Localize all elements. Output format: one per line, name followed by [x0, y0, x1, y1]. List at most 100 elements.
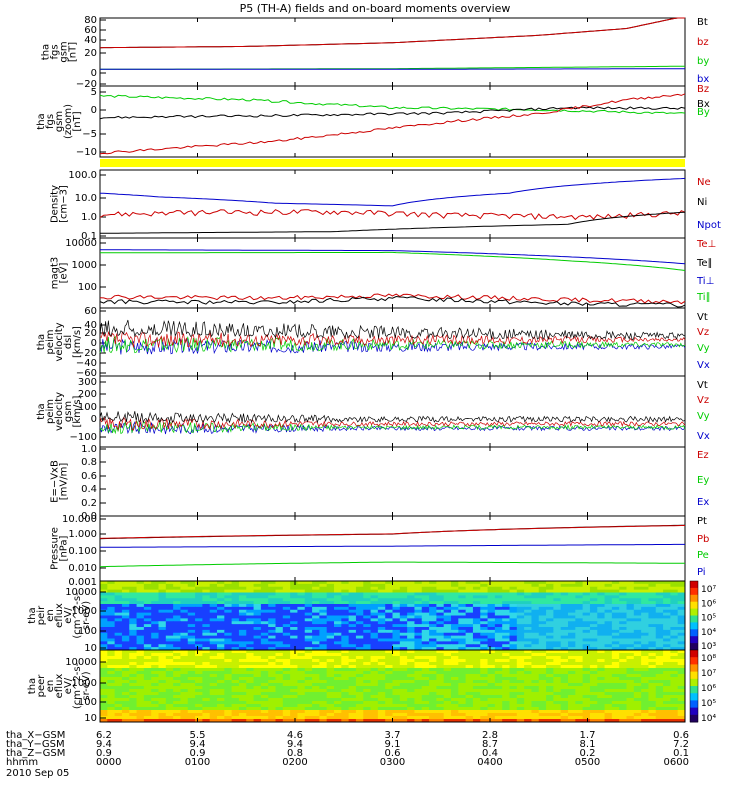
spectrogram-cell	[151, 701, 159, 705]
spectrogram-cell	[268, 647, 276, 651]
spectrogram-cell	[421, 601, 430, 605]
spectrogram-cell	[129, 704, 138, 708]
spectrogram-cell	[480, 615, 489, 619]
spectrogram-cell	[151, 683, 159, 687]
spectrogram-cell	[121, 692, 130, 696]
spectrogram-cell	[472, 677, 481, 681]
spectrogram-cell	[319, 701, 328, 705]
legend-entry: Pt	[697, 516, 707, 527]
spectrogram-cell	[568, 627, 576, 631]
spectrogram-cell	[165, 609, 174, 614]
spectrogram-cell	[385, 586, 393, 591]
spectrogram-cell	[114, 674, 123, 678]
spectrogram-cell	[217, 710, 225, 714]
x-axis-value: 0000	[96, 757, 121, 768]
spectrogram-cell	[202, 635, 211, 639]
spectrogram-cell	[472, 704, 481, 708]
spectrogram-cell	[114, 647, 123, 651]
spectrogram-cell	[260, 609, 269, 614]
spectrogram-cell	[641, 710, 649, 714]
spectrogram-cell	[129, 621, 138, 625]
spectrogram-cell	[363, 621, 372, 625]
spectrogram-cell	[202, 707, 211, 711]
spectrogram-cell	[494, 609, 503, 614]
spectrogram-cell	[107, 674, 116, 678]
spectrogram-cell	[165, 659, 174, 663]
spectrogram-cell	[136, 677, 145, 681]
spectrogram-cell	[202, 592, 211, 596]
spectrogram-cell	[385, 635, 393, 639]
spectrogram-cell	[538, 644, 547, 648]
y-tick-label: 10	[84, 713, 97, 724]
spectrogram-cell	[195, 692, 203, 696]
spectrogram-cell	[641, 716, 649, 720]
spectrogram-cell	[472, 606, 481, 611]
spectrogram-cell	[143, 609, 152, 614]
spectrogram-cell	[568, 598, 576, 602]
spectrogram-cell	[290, 653, 298, 657]
spectrogram-cell	[260, 615, 269, 619]
spectrogram-cell	[633, 644, 642, 648]
spectrogram-cell	[260, 656, 269, 660]
spectrogram-cell	[173, 589, 181, 593]
spectrogram-cell	[107, 656, 116, 660]
spectrogram-cell	[589, 719, 598, 723]
colorbar-segment	[690, 714, 698, 723]
spectrogram-cell	[487, 680, 496, 684]
spectrogram-cell	[363, 674, 372, 678]
spectrogram-cell	[619, 683, 627, 687]
spectrogram-cell	[443, 662, 452, 666]
spectrogram-cell	[363, 707, 372, 711]
spectrogram-cell	[633, 683, 642, 687]
spectrogram-cell	[195, 683, 203, 687]
spectrogram-cell	[531, 665, 540, 669]
spectrogram-cell	[560, 656, 569, 660]
velocity-trace	[99, 335, 685, 354]
spectrogram-cell	[494, 615, 503, 619]
spectrogram-cell	[377, 592, 386, 596]
spectrogram-cell	[275, 621, 284, 625]
spectrogram-cell	[611, 621, 620, 625]
spectrogram-cell	[538, 624, 547, 628]
spectrogram-cell	[334, 583, 342, 588]
spectrogram-cell	[238, 595, 247, 599]
spectrogram-cell	[480, 586, 489, 591]
spectrogram-cell	[516, 581, 525, 585]
spectrogram-cell	[524, 632, 532, 637]
spectrogram-cell	[238, 692, 247, 696]
spectrogram-cell	[407, 615, 415, 619]
spectrogram-cell	[611, 713, 620, 717]
spectrogram-cell	[480, 716, 489, 720]
spectrogram-cell	[560, 650, 569, 654]
spectrogram-cell	[165, 641, 174, 645]
spectrogram-cell	[538, 598, 547, 602]
spectrogram-cell	[151, 627, 159, 631]
spectrogram-cell	[143, 624, 152, 628]
spectrogram-cell	[516, 606, 525, 611]
spectrogram-cell	[575, 713, 584, 717]
y-tick-label: 200	[78, 389, 97, 400]
spectrogram-cell	[451, 683, 459, 687]
spectrogram-cell	[560, 701, 569, 705]
spectrogram-cell	[114, 609, 123, 614]
spectrogram-cell	[304, 692, 313, 696]
spectrogram-cell	[531, 701, 540, 705]
spectrogram-cell	[136, 689, 145, 693]
spectrogram-cell	[663, 601, 671, 605]
spectrogram-cell	[231, 689, 240, 693]
spectrogram-cell	[334, 586, 342, 591]
spectrogram-cell	[217, 674, 225, 678]
spectrogram-cell	[297, 586, 306, 591]
spectrogram-cell	[553, 586, 562, 591]
spectrogram-cell	[100, 644, 108, 648]
spectrogram-cell	[604, 621, 613, 625]
spectrogram-cell	[633, 680, 642, 684]
spectrogram-cell	[187, 713, 196, 717]
spectrogram-cell	[158, 606, 167, 611]
spectrogram-cell	[282, 595, 291, 599]
spectrogram-cell	[326, 595, 335, 599]
spectrogram-cell	[385, 644, 393, 648]
spectrogram-cell	[472, 586, 481, 591]
spectrogram-cell	[436, 704, 445, 708]
spectrogram-cell	[217, 609, 225, 614]
